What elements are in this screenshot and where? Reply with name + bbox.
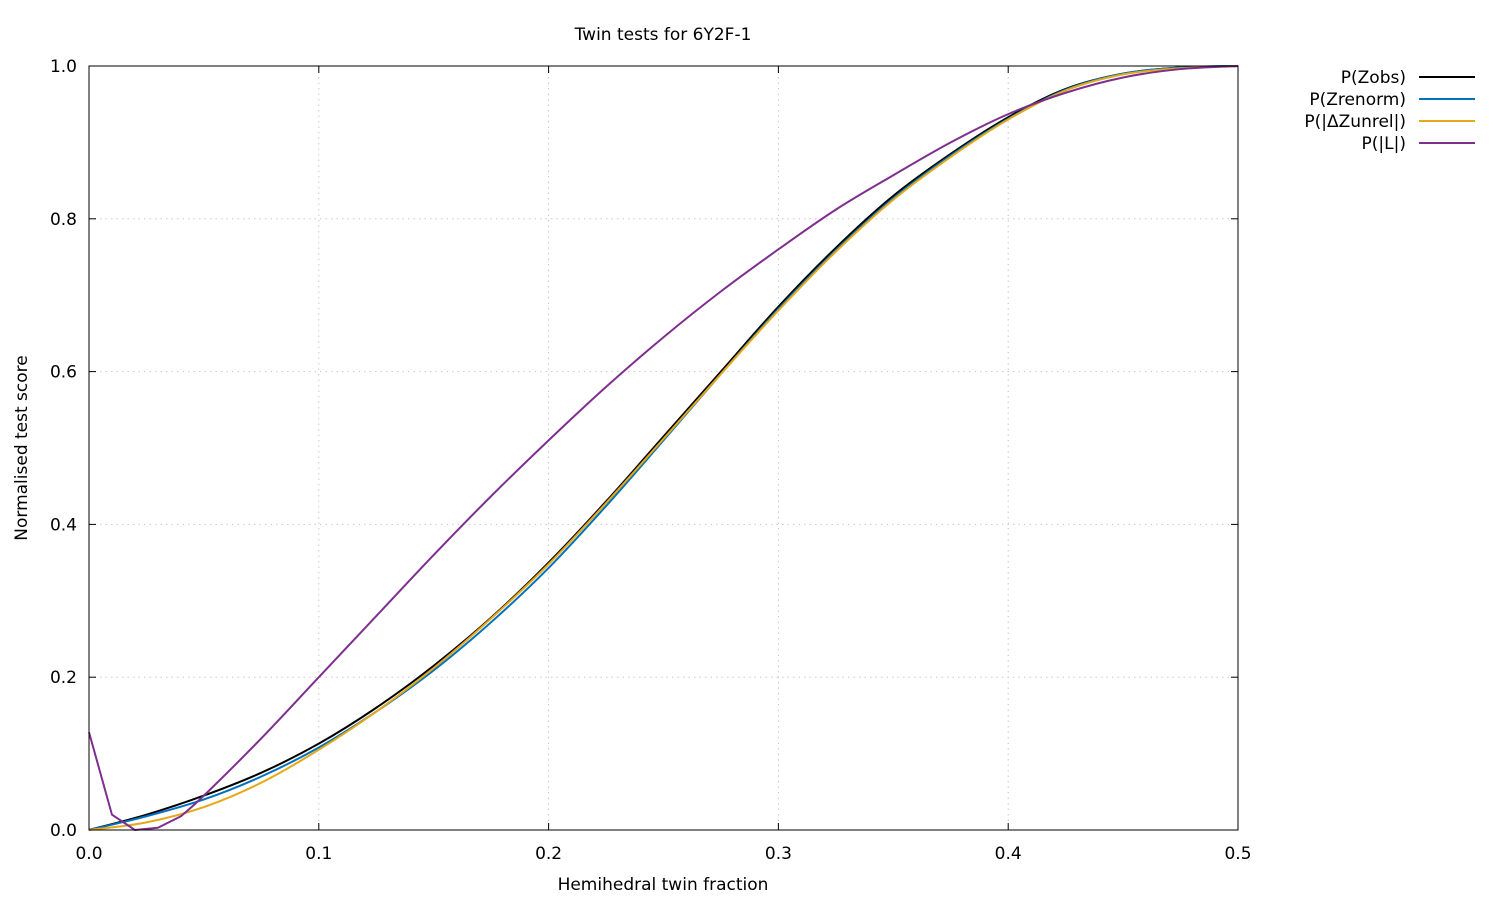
series-line-p-l (88, 65, 1239, 831)
x-tick-label: 0.4 (995, 844, 1022, 864)
x-axis-label: Hemihedral twin fraction (558, 875, 769, 895)
chart-title: Twin tests for 6Y2F-1 (574, 25, 752, 45)
y-tick-label: 1.0 (50, 57, 77, 77)
series-line-p-zunrel (88, 65, 1239, 831)
grid-layer (89, 66, 1238, 830)
x-tick-label: 0.3 (765, 844, 792, 864)
series-layer (88, 65, 1239, 831)
ticks-layer: 0.0 0.1 0.2 0.3 0.4 0.5 0.0 0.2 0.4 0.6 0.8 1.0 (50, 57, 1252, 864)
plot-frame (88, 65, 1239, 831)
legend-label-p-zunrel: P(|ΔZunrel|) (1304, 112, 1406, 132)
y-tick-label: 0.6 (50, 363, 77, 383)
y-tick-label: 0.0 (50, 821, 77, 841)
legend: P(Zobs)P(Zrenorm)P(|ΔZunrel|)P(|L|) (1304, 68, 1475, 154)
x-tick-label: 0.0 (75, 844, 102, 864)
y-tick-label: 0.8 (50, 210, 77, 230)
x-tick-label: 0.1 (305, 844, 332, 864)
legend-label-p-zrenorm: P(Zrenorm) (1309, 90, 1406, 110)
x-tick-label: 0.2 (535, 844, 562, 864)
series-line-p-zobs (88, 65, 1239, 831)
y-axis-label: Normalised test score (12, 355, 32, 540)
y-tick-label: 0.4 (50, 515, 77, 535)
y-tick-label: 0.2 (50, 668, 77, 688)
legend-label-p-l: P(|L|) (1362, 134, 1406, 154)
x-tick-label: 0.5 (1224, 844, 1251, 864)
legend-label-p-zobs: P(Zobs) (1341, 68, 1406, 88)
series-line-p-zrenorm (88, 65, 1239, 831)
